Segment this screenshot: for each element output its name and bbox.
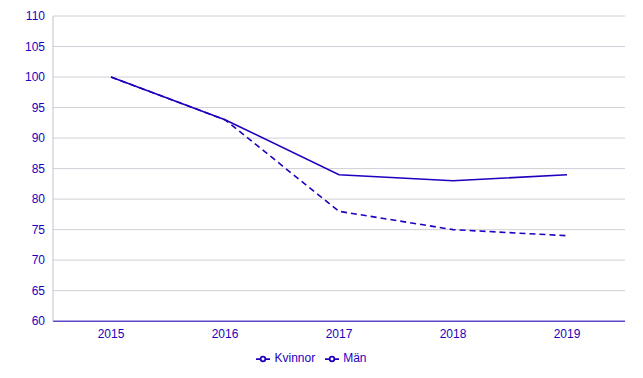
svg-text:105: 105 — [25, 40, 45, 54]
svg-text:2016: 2016 — [212, 327, 239, 341]
svg-text:65: 65 — [32, 284, 46, 298]
svg-text:110: 110 — [26, 9, 45, 23]
svg-text:70: 70 — [32, 253, 46, 267]
svg-text:85: 85 — [32, 162, 46, 176]
svg-text:95: 95 — [32, 101, 46, 115]
svg-text:90: 90 — [32, 131, 46, 145]
html-text:Män: Män — [343, 351, 367, 366]
svg-text:80: 80 — [32, 192, 46, 206]
svg-text:2017: 2017 — [326, 327, 353, 341]
svg-text:100: 100 — [25, 70, 45, 84]
svg-text:2018: 2018 — [440, 327, 467, 341]
svg-text:60: 60 — [32, 314, 46, 328]
html-text:Kvinnor: Kvinnor — [274, 351, 316, 366]
svg-text:2015: 2015 — [98, 327, 125, 341]
svg-text:75: 75 — [32, 223, 46, 237]
svg-text:2019: 2019 — [554, 327, 581, 341]
